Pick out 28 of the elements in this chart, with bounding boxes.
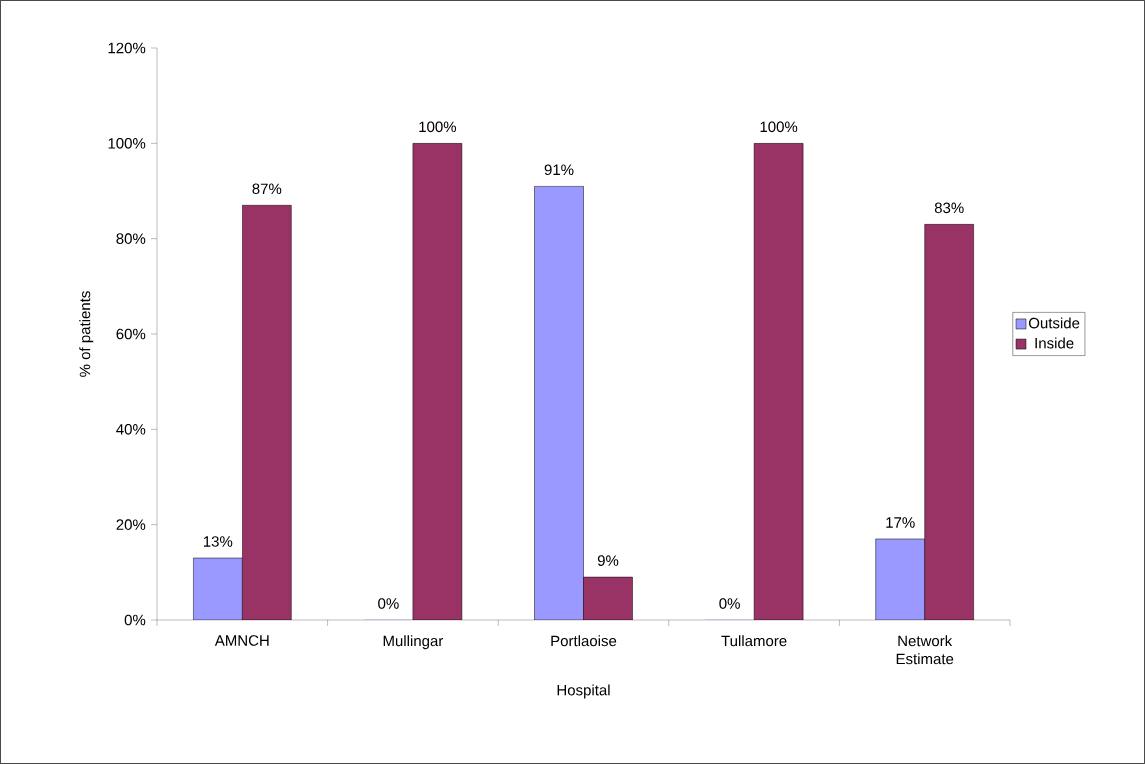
x-axis-title: Hospital: [557, 684, 610, 699]
data-label: 13%: [203, 536, 233, 547]
x-tick-label: Tullamore: [721, 635, 787, 647]
data-label: 87%: [252, 183, 282, 195]
data-label: 91%: [544, 164, 574, 176]
x-tick-label: Network Estimate: [896, 635, 954, 665]
y-tick-label: 40%: [116, 424, 146, 435]
y-tick-label: 60%: [116, 328, 146, 340]
y-tick-label: 80%: [116, 233, 146, 244]
y-tick-label: 20%: [116, 519, 146, 530]
x-tick-label: Portlaoise: [551, 635, 617, 647]
data-label: 100%: [419, 121, 457, 133]
y-axis-title: % of patients: [79, 291, 94, 377]
data-label: 83%: [934, 202, 964, 214]
x-tick-label: AMNCH: [214, 635, 269, 646]
data-label: 0%: [378, 598, 399, 609]
data-label: 9%: [597, 555, 619, 566]
data-label: 100%: [760, 121, 798, 133]
data-label: 17%: [886, 517, 915, 528]
legend-label: Outside: [1028, 317, 1080, 329]
bar: [753, 143, 804, 620]
y-tick-label: 0%: [124, 614, 146, 626]
x-tick-label: Mullingar: [383, 635, 444, 650]
data-label: 0%: [719, 598, 740, 609]
legend-label: Inside: [1035, 337, 1074, 349]
bar: [412, 143, 463, 620]
y-tick-label: 100%: [108, 138, 146, 149]
y-tick-label: 120%: [108, 42, 146, 54]
